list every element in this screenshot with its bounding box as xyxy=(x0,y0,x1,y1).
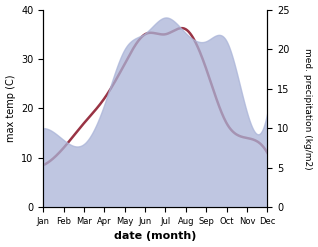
Y-axis label: max temp (C): max temp (C) xyxy=(5,75,16,142)
Y-axis label: med. precipitation (kg/m2): med. precipitation (kg/m2) xyxy=(303,48,313,169)
X-axis label: date (month): date (month) xyxy=(114,231,197,242)
